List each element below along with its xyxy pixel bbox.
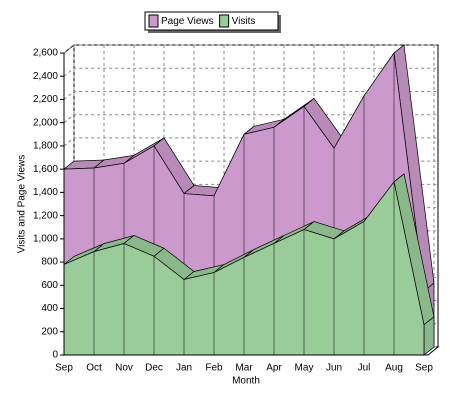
y-tick-label: 2,200 — [33, 94, 58, 105]
x-tick-label: Mar — [235, 363, 253, 374]
x-tick-label: May — [295, 363, 314, 374]
legend-swatch — [148, 14, 159, 28]
y-tick-label: 1,200 — [33, 210, 58, 221]
y-tick-label: 1,600 — [33, 164, 58, 175]
x-tick-label: Jan — [176, 363, 192, 374]
y-tick-label: 800 — [41, 257, 58, 268]
x-tick-label: Nov — [115, 363, 133, 374]
y-tick-label: 600 — [41, 280, 58, 291]
grid-line — [63, 90, 438, 100]
x-tick-label: Apr — [266, 363, 282, 374]
x-tick-label: Dec — [145, 363, 163, 374]
x-tick-label: Sep — [55, 363, 73, 374]
y-tick-label: 1,400 — [33, 187, 58, 198]
y-tick-label: 2,400 — [33, 71, 58, 82]
x-tick-label: Aug — [385, 363, 403, 374]
x-tick-label: Oct — [86, 363, 102, 374]
y-axis-label: Visits and Page Views — [17, 155, 28, 254]
grid-line — [63, 67, 438, 77]
y-tick-label: 200 — [41, 326, 58, 337]
grid-line — [63, 114, 438, 124]
x-tick-label: Jul — [358, 363, 371, 374]
y-tick-label: 1,800 — [33, 141, 58, 152]
y-tick-label: 0 — [52, 350, 58, 361]
y-tick-label: 1,000 — [33, 233, 58, 244]
legend-swatch — [219, 14, 230, 28]
y-tick-label: 400 — [41, 303, 58, 314]
legend-label: Page Views — [161, 16, 214, 27]
x-tick-label: Sep — [415, 363, 433, 374]
x-tick-label: Feb — [205, 363, 223, 374]
x-axis-label: Month — [232, 376, 260, 387]
y-tick-label: 2,000 — [33, 117, 58, 128]
y-tick-label: 2,600 — [33, 48, 58, 59]
x-tick-label: Jun — [326, 363, 342, 374]
legend-label: Visits — [232, 16, 256, 27]
legend-box — [144, 11, 279, 31]
